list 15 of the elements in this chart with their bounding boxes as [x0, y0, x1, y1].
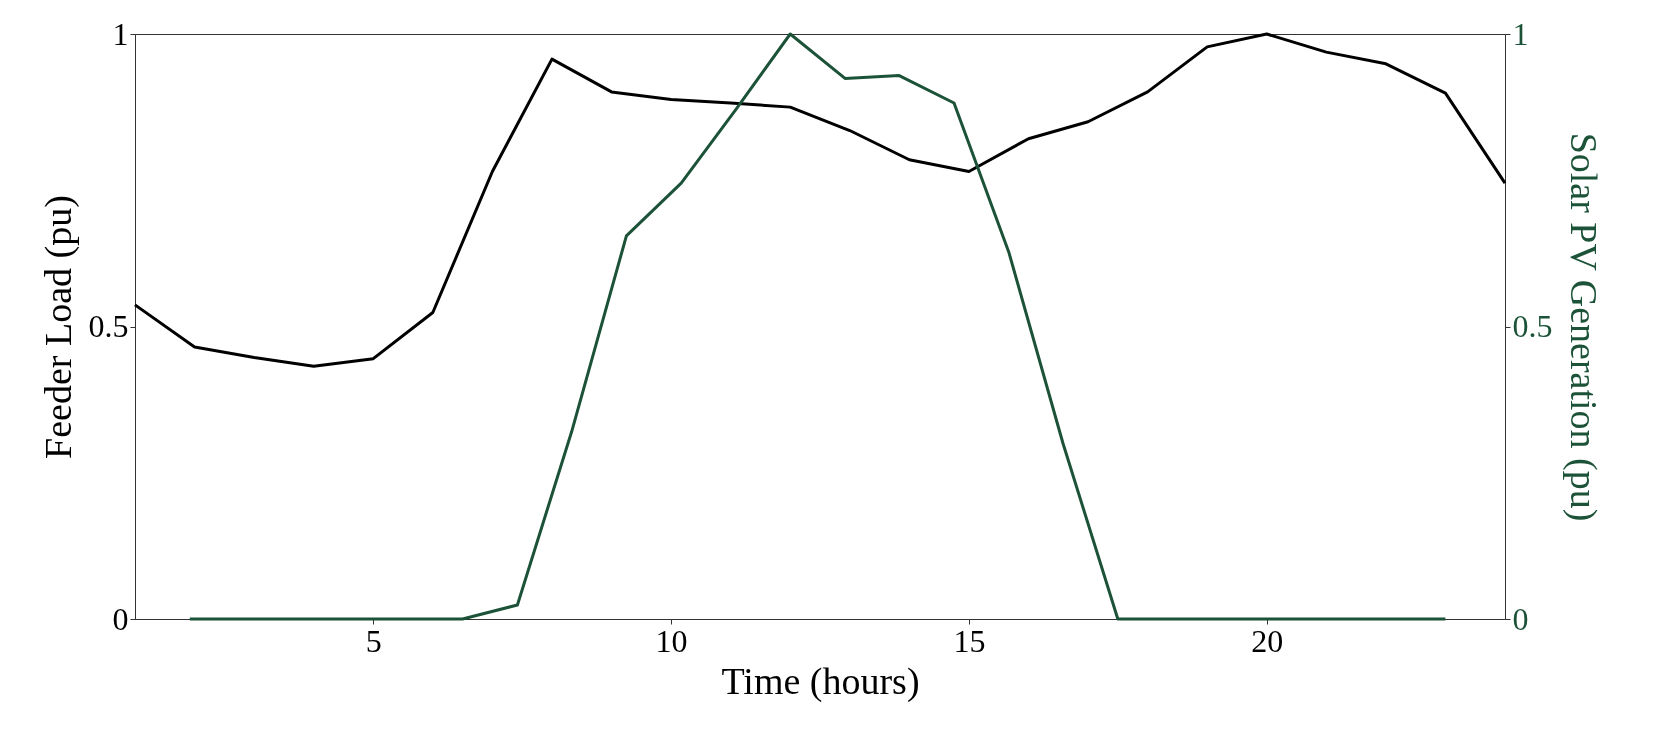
y2-tick-label: 0: [1512, 600, 1529, 637]
y2-tick-label: 0.5: [1512, 308, 1553, 344]
x-axis-title: Time (hours): [721, 659, 920, 703]
line-series: [133, 32, 1507, 368]
x-tick-label: 5: [365, 622, 382, 659]
x-tick-label: 10: [655, 622, 688, 659]
line-series: [188, 32, 1447, 621]
x-tick-label: 15: [953, 622, 986, 659]
y-tick-label: 1: [112, 15, 129, 52]
y2-axis-title: Solar PV Generation (pu): [1561, 132, 1605, 522]
y-axis-title: Feeder Load (pu): [36, 195, 80, 459]
x-tick-label: 20: [1251, 622, 1284, 659]
y2-tick-label: 1: [1512, 15, 1529, 52]
y-tick-label: 0: [112, 600, 129, 637]
y-tick-label: 0.5: [88, 308, 129, 344]
